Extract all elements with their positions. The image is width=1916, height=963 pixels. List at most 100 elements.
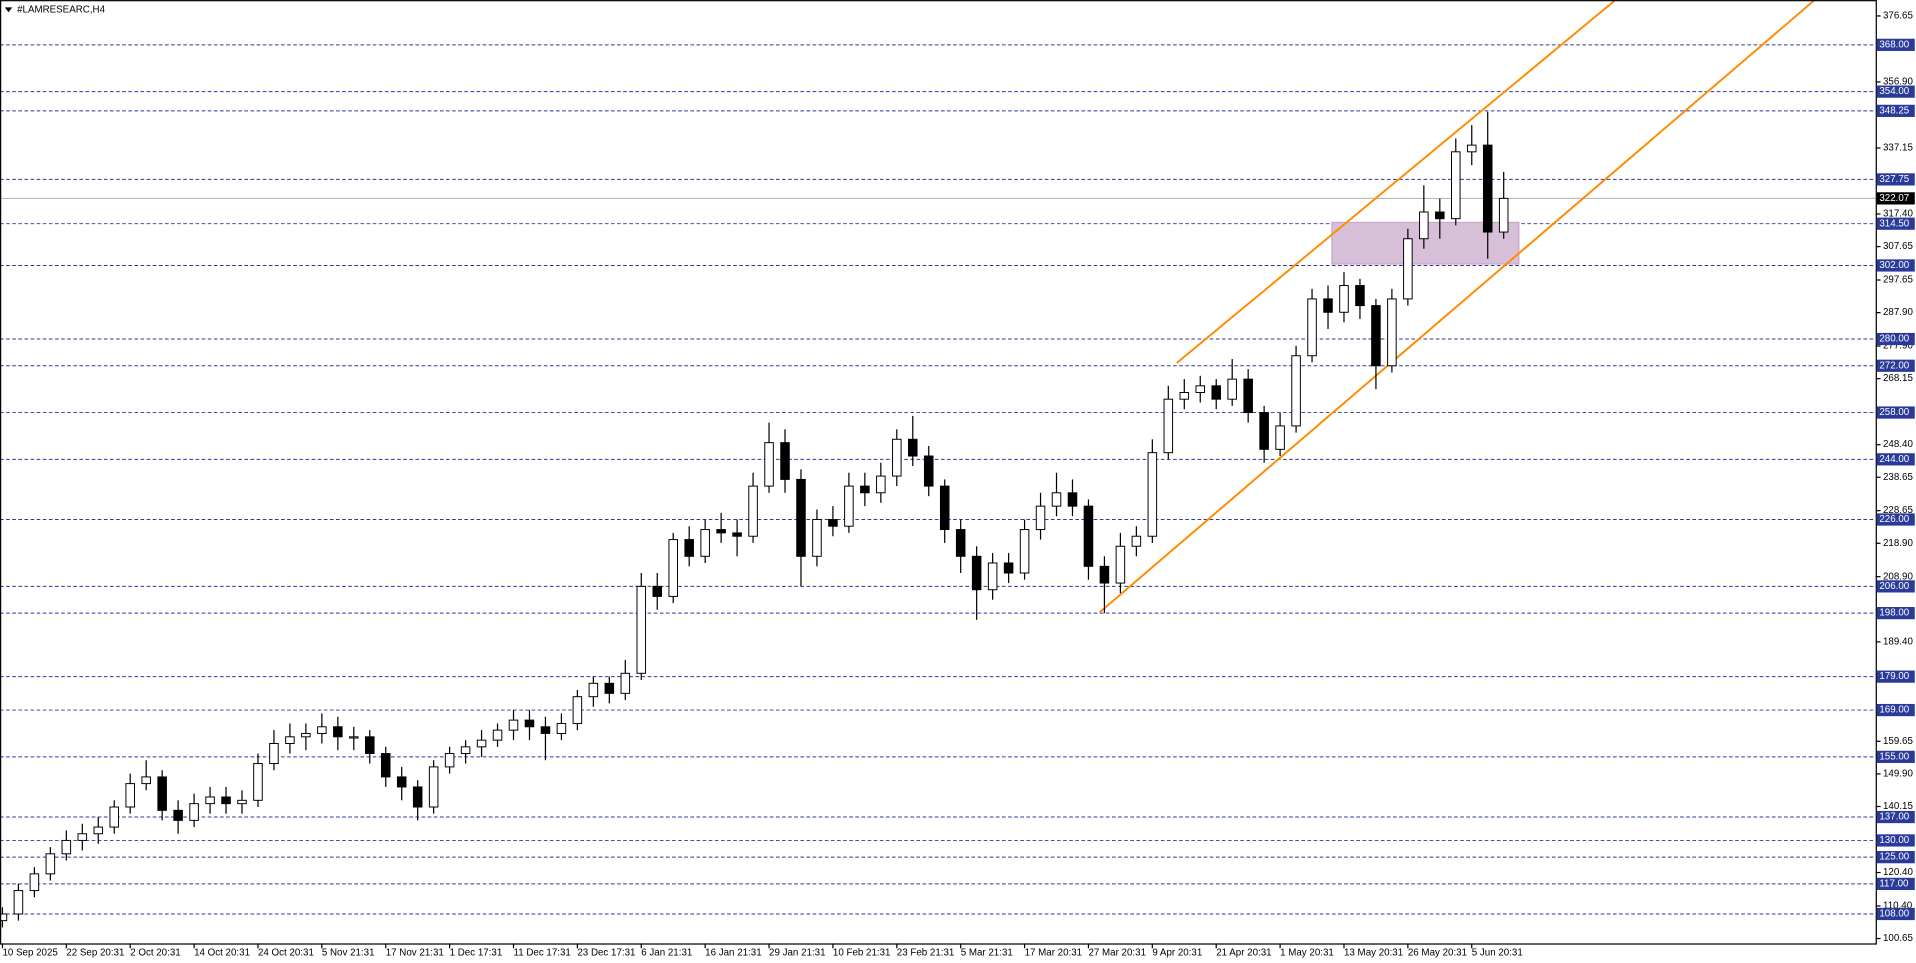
x-tick-label: 17 Mar 20:31 (1025, 948, 1083, 959)
candle-body (13, 890, 24, 915)
x-tick-label: 6 Jan 21:31 (641, 948, 692, 959)
candle-body (1466, 144, 1477, 153)
current-price-box (1876, 192, 1915, 205)
candle-body (939, 485, 950, 531)
level-label-box (1876, 217, 1915, 230)
level-label-box (1876, 332, 1915, 346)
candle-body (1291, 355, 1301, 427)
level-label-box (1876, 259, 1915, 272)
candle-body (476, 739, 487, 748)
level-label-box (1876, 670, 1915, 683)
candle-body (109, 806, 120, 828)
candle-body (955, 529, 966, 557)
candle-body (668, 539, 678, 597)
x-tick-label: 14 Oct 20:31 (194, 948, 250, 959)
level-label: 368.00 (1879, 39, 1909, 50)
candle-body (173, 809, 183, 821)
candle-body (77, 833, 88, 841)
y-tick-label: 277.90 (1883, 341, 1913, 352)
candle-body (1355, 285, 1365, 307)
candle-body (1019, 529, 1030, 574)
channel-upper (1176, 0, 1617, 364)
candle-body (1498, 197, 1509, 233)
level-label-box (1876, 38, 1915, 51)
candle-body (1451, 151, 1461, 220)
x-tick-label: 5 Nov 21:31 (322, 948, 375, 959)
candle-body (1419, 211, 1429, 240)
candle-body (1035, 505, 1046, 531)
level-label: 226.00 (1879, 514, 1909, 525)
plot-frame (0, 0, 1877, 945)
y-tick-label: 297.65 (1883, 275, 1913, 286)
candle-body (205, 796, 215, 805)
level-label-box (1876, 359, 1915, 372)
x-tick-label: 21 Apr 20:31 (1216, 948, 1271, 959)
candle-body (0, 913, 8, 922)
x-tick-label: 26 May 20:31 (1408, 948, 1467, 959)
x-tick-label: 1 Dec 17:31 (450, 948, 503, 959)
level-label: 354.00 (1879, 86, 1909, 97)
candle-body (428, 766, 439, 808)
level-label: 280.00 (1879, 334, 1909, 345)
level-label: 155.00 (1879, 751, 1909, 762)
candle-body (1179, 392, 1190, 400)
x-tick-label: 22 Sep 20:31 (66, 948, 124, 959)
level-label: 130.00 (1879, 835, 1909, 846)
candle-body (828, 519, 838, 527)
candle-body (764, 442, 774, 487)
candle-body (253, 763, 263, 801)
candle-body (1099, 565, 1110, 584)
x-tick-label: 5 Jun 20:31 (1472, 948, 1523, 959)
level-label-box (1876, 580, 1915, 593)
level-label: 327.75 (1879, 174, 1909, 185)
x-tick-label: 1 May 20:31 (1280, 948, 1334, 959)
candle-body (508, 719, 519, 731)
level-label: 169.00 (1879, 705, 1909, 716)
candle-body (1403, 238, 1413, 300)
candle-body (1163, 398, 1174, 454)
y-tick-label: 208.90 (1883, 571, 1913, 582)
level-label-box (1876, 834, 1915, 847)
candle-body (1243, 378, 1253, 414)
x-tick-label: 23 Feb 21:31 (897, 948, 955, 959)
candle-body (1147, 452, 1158, 537)
candle-body (812, 519, 822, 557)
level-label-box (1876, 703, 1915, 717)
level-label-box (1876, 85, 1915, 98)
candle-body (748, 485, 758, 537)
level-label: 314.50 (1879, 218, 1909, 229)
candle-body (1051, 492, 1062, 507)
level-label: 179.00 (1879, 671, 1909, 682)
level-label-box (1876, 104, 1915, 117)
y-tick-label: 218.90 (1883, 538, 1913, 549)
candle-body (620, 672, 631, 694)
candle-body (860, 485, 870, 494)
level-label: 198.00 (1879, 608, 1909, 619)
level-label: 137.00 (1879, 812, 1909, 823)
candle-body (1227, 378, 1237, 400)
candle-body (1083, 505, 1094, 567)
level-label-box (1876, 173, 1915, 186)
candle-body (269, 743, 279, 765)
candle-body (29, 873, 40, 892)
candle-body (237, 799, 247, 805)
y-tick-label: 228.65 (1883, 505, 1913, 516)
x-tick-label: 16 Jan 21:31 (705, 948, 761, 959)
level-label-box (1876, 750, 1915, 763)
y-tick-label: 159.65 (1883, 736, 1913, 747)
candle-body (125, 783, 135, 808)
level-label: 244.00 (1879, 454, 1909, 465)
candle-body (157, 776, 167, 811)
level-label: 272.00 (1879, 360, 1909, 371)
x-tick-label: 27 Mar 20:31 (1088, 948, 1146, 959)
levels-layer (0, 44, 1876, 915)
level-label-box (1876, 607, 1915, 620)
candle-body (700, 529, 710, 557)
candle-body (412, 786, 423, 808)
candle-body (1211, 385, 1221, 400)
candle-body (349, 736, 359, 739)
level-label: 348.25 (1879, 105, 1909, 116)
candle-body (444, 753, 455, 768)
y-tick-label: 189.40 (1883, 636, 1913, 647)
